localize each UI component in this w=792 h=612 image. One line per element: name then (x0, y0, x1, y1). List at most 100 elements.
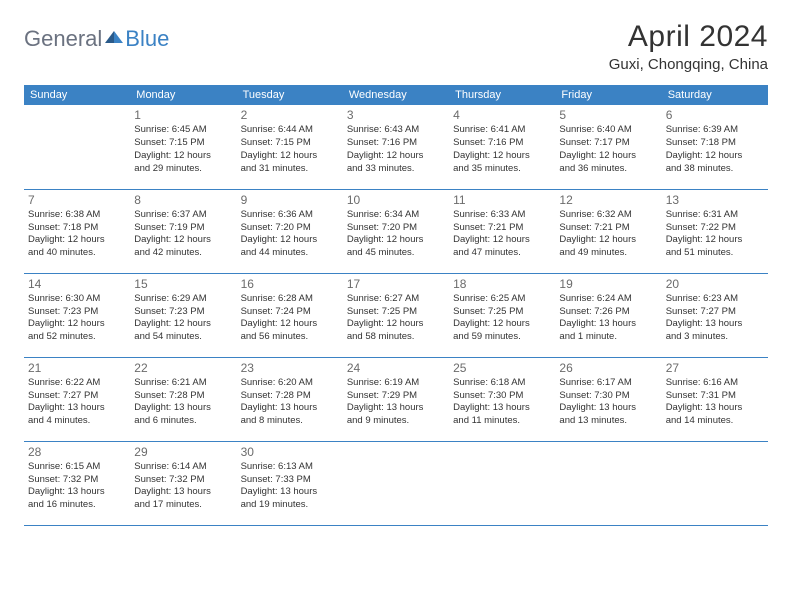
sunrise-text: Sunrise: 6:19 AM (347, 377, 445, 390)
daylight-text: Daylight: 12 hours (453, 150, 551, 163)
daylight-text: and 42 minutes. (134, 247, 232, 260)
daylight-text: Daylight: 13 hours (28, 402, 126, 415)
daylight-text: Daylight: 12 hours (241, 318, 339, 331)
daylight-text: and 9 minutes. (347, 415, 445, 428)
calendar-day-cell: 2Sunrise: 6:44 AMSunset: 7:15 PMDaylight… (237, 105, 343, 189)
daylight-text: and 11 minutes. (453, 415, 551, 428)
calendar-day-cell: 30Sunrise: 6:13 AMSunset: 7:33 PMDayligh… (237, 441, 343, 525)
day-number: 8 (134, 192, 232, 208)
sunset-text: Sunset: 7:16 PM (453, 137, 551, 150)
daylight-text: and 29 minutes. (134, 163, 232, 176)
day-number: 26 (559, 360, 657, 376)
sunrise-text: Sunrise: 6:18 AM (453, 377, 551, 390)
day-header: Sunday (24, 85, 130, 105)
day-number: 16 (241, 276, 339, 292)
sunset-text: Sunset: 7:16 PM (347, 137, 445, 150)
calendar-day-cell: 21Sunrise: 6:22 AMSunset: 7:27 PMDayligh… (24, 357, 130, 441)
header: General Blue April 2024 Guxi, Chongqing,… (24, 20, 768, 73)
day-number: 25 (453, 360, 551, 376)
sunrise-text: Sunrise: 6:14 AM (134, 461, 232, 474)
sunset-text: Sunset: 7:27 PM (666, 306, 764, 319)
day-header: Thursday (449, 85, 555, 105)
sunset-text: Sunset: 7:26 PM (559, 306, 657, 319)
sunrise-text: Sunrise: 6:44 AM (241, 124, 339, 137)
day-number: 22 (134, 360, 232, 376)
title-block: April 2024 Guxi, Chongqing, China (609, 20, 768, 73)
daylight-text: and 14 minutes. (666, 415, 764, 428)
daylight-text: Daylight: 12 hours (453, 318, 551, 331)
calendar-day-cell: 28Sunrise: 6:15 AMSunset: 7:32 PMDayligh… (24, 441, 130, 525)
sunset-text: Sunset: 7:23 PM (28, 306, 126, 319)
sunset-text: Sunset: 7:15 PM (134, 137, 232, 150)
day-number: 28 (28, 444, 126, 460)
daylight-text: Daylight: 13 hours (28, 486, 126, 499)
daylight-text: and 56 minutes. (241, 331, 339, 344)
sunset-text: Sunset: 7:19 PM (134, 222, 232, 235)
daylight-text: Daylight: 13 hours (241, 486, 339, 499)
daylight-text: and 19 minutes. (241, 499, 339, 512)
day-number: 23 (241, 360, 339, 376)
calendar-day-cell: 20Sunrise: 6:23 AMSunset: 7:27 PMDayligh… (662, 273, 768, 357)
daylight-text: and 16 minutes. (28, 499, 126, 512)
calendar-day-cell: 22Sunrise: 6:21 AMSunset: 7:28 PMDayligh… (130, 357, 236, 441)
calendar-day-cell: 3Sunrise: 6:43 AMSunset: 7:16 PMDaylight… (343, 105, 449, 189)
calendar-day-cell (24, 105, 130, 189)
day-number: 10 (347, 192, 445, 208)
calendar-day-cell: 25Sunrise: 6:18 AMSunset: 7:30 PMDayligh… (449, 357, 555, 441)
day-number: 6 (666, 107, 764, 123)
daylight-text: Daylight: 13 hours (453, 402, 551, 415)
daylight-text: Daylight: 12 hours (134, 150, 232, 163)
calendar-week-row: 14Sunrise: 6:30 AMSunset: 7:23 PMDayligh… (24, 273, 768, 357)
day-header: Friday (555, 85, 661, 105)
day-number: 15 (134, 276, 232, 292)
sunrise-text: Sunrise: 6:20 AM (241, 377, 339, 390)
calendar-week-row: 28Sunrise: 6:15 AMSunset: 7:32 PMDayligh… (24, 441, 768, 525)
daylight-text: Daylight: 12 hours (134, 234, 232, 247)
daylight-text: and 36 minutes. (559, 163, 657, 176)
sunset-text: Sunset: 7:29 PM (347, 390, 445, 403)
daylight-text: Daylight: 13 hours (559, 318, 657, 331)
sunset-text: Sunset: 7:27 PM (28, 390, 126, 403)
day-header-row: Sunday Monday Tuesday Wednesday Thursday… (24, 85, 768, 105)
calendar-day-cell: 12Sunrise: 6:32 AMSunset: 7:21 PMDayligh… (555, 189, 661, 273)
calendar-day-cell: 19Sunrise: 6:24 AMSunset: 7:26 PMDayligh… (555, 273, 661, 357)
sunset-text: Sunset: 7:17 PM (559, 137, 657, 150)
day-header: Wednesday (343, 85, 449, 105)
sunrise-text: Sunrise: 6:41 AM (453, 124, 551, 137)
sunrise-text: Sunrise: 6:38 AM (28, 209, 126, 222)
calendar-day-cell (343, 441, 449, 525)
calendar-day-cell: 7Sunrise: 6:38 AMSunset: 7:18 PMDaylight… (24, 189, 130, 273)
day-number: 18 (453, 276, 551, 292)
calendar-week-row: 1Sunrise: 6:45 AMSunset: 7:15 PMDaylight… (24, 105, 768, 189)
calendar-day-cell: 6Sunrise: 6:39 AMSunset: 7:18 PMDaylight… (662, 105, 768, 189)
calendar-day-cell: 26Sunrise: 6:17 AMSunset: 7:30 PMDayligh… (555, 357, 661, 441)
sunset-text: Sunset: 7:31 PM (666, 390, 764, 403)
daylight-text: and 58 minutes. (347, 331, 445, 344)
daylight-text: and 38 minutes. (666, 163, 764, 176)
daylight-text: and 4 minutes. (28, 415, 126, 428)
sunset-text: Sunset: 7:28 PM (134, 390, 232, 403)
daylight-text: Daylight: 12 hours (241, 150, 339, 163)
day-number: 29 (134, 444, 232, 460)
daylight-text: Daylight: 12 hours (28, 234, 126, 247)
sunset-text: Sunset: 7:20 PM (241, 222, 339, 235)
daylight-text: and 40 minutes. (28, 247, 126, 260)
daylight-text: Daylight: 12 hours (559, 150, 657, 163)
day-number: 12 (559, 192, 657, 208)
sunrise-text: Sunrise: 6:22 AM (28, 377, 126, 390)
sunrise-text: Sunrise: 6:17 AM (559, 377, 657, 390)
sunset-text: Sunset: 7:22 PM (666, 222, 764, 235)
daylight-text: and 44 minutes. (241, 247, 339, 260)
daylight-text: Daylight: 12 hours (28, 318, 126, 331)
sunrise-text: Sunrise: 6:39 AM (666, 124, 764, 137)
sunset-text: Sunset: 7:30 PM (453, 390, 551, 403)
calendar-day-cell (555, 441, 661, 525)
sunset-text: Sunset: 7:20 PM (347, 222, 445, 235)
daylight-text: and 45 minutes. (347, 247, 445, 260)
calendar-week-row: 7Sunrise: 6:38 AMSunset: 7:18 PMDaylight… (24, 189, 768, 273)
daylight-text: Daylight: 13 hours (666, 318, 764, 331)
logo: General Blue (24, 26, 169, 52)
calendar-day-cell: 16Sunrise: 6:28 AMSunset: 7:24 PMDayligh… (237, 273, 343, 357)
daylight-text: Daylight: 12 hours (347, 150, 445, 163)
daylight-text: and 49 minutes. (559, 247, 657, 260)
